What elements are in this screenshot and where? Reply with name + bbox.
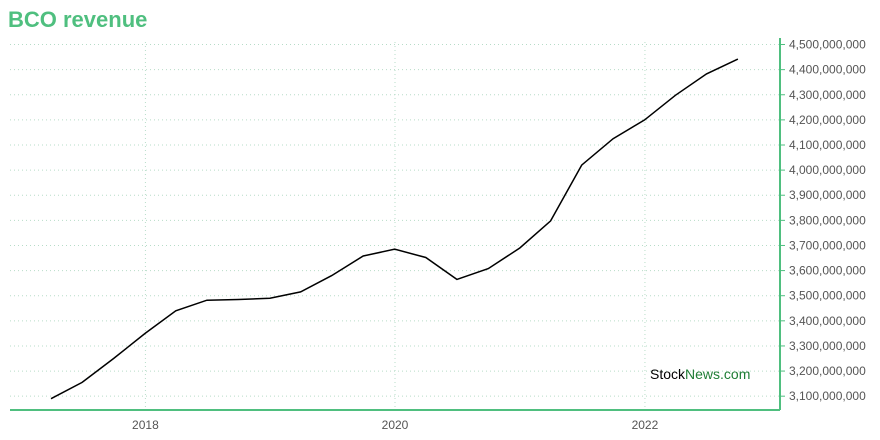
y-tick-label: 4,500,000,000 [789,38,866,52]
watermark-news: News [685,366,720,382]
y-tick-label: 3,200,000,000 [789,364,866,378]
y-tick-label: 4,300,000,000 [789,88,866,102]
y-tick-label: 3,900,000,000 [789,188,866,202]
y-tick-label: 4,000,000,000 [789,163,866,177]
y-tick-label: 3,100,000,000 [789,389,866,403]
y-tick-label: 3,400,000,000 [789,314,866,328]
stocknews-watermark: StockNews.com [650,366,750,382]
y-tick-label: 4,400,000,000 [789,63,866,77]
watermark-domain: .com [720,366,750,382]
axes [10,38,781,411]
chart-title: BCO revenue [8,7,148,32]
x-axis-ticks: 2018 2020 2022 [132,418,659,432]
x-tick-label: 2020 [382,418,409,432]
y-tick-label: 3,300,000,000 [789,339,866,353]
y-tick-label: 4,200,000,000 [789,113,866,127]
y-tick-label: 3,600,000,000 [789,264,866,278]
grid-lines [10,42,780,410]
y-tick-label: 3,700,000,000 [789,238,866,252]
y-tick-label: 4,100,000,000 [789,138,866,152]
y-tick-label: 3,500,000,000 [789,289,866,303]
x-tick-label: 2022 [632,418,659,432]
x-tick-label: 2018 [132,418,159,432]
y-axis-ticks: 3,100,000,000 3,200,000,000 3,300,000,000 3… [780,38,866,403]
y-tick-label: 3,800,000,000 [789,213,866,227]
revenue-series-line [50,58,739,400]
watermark-stock: Stock [650,366,686,382]
